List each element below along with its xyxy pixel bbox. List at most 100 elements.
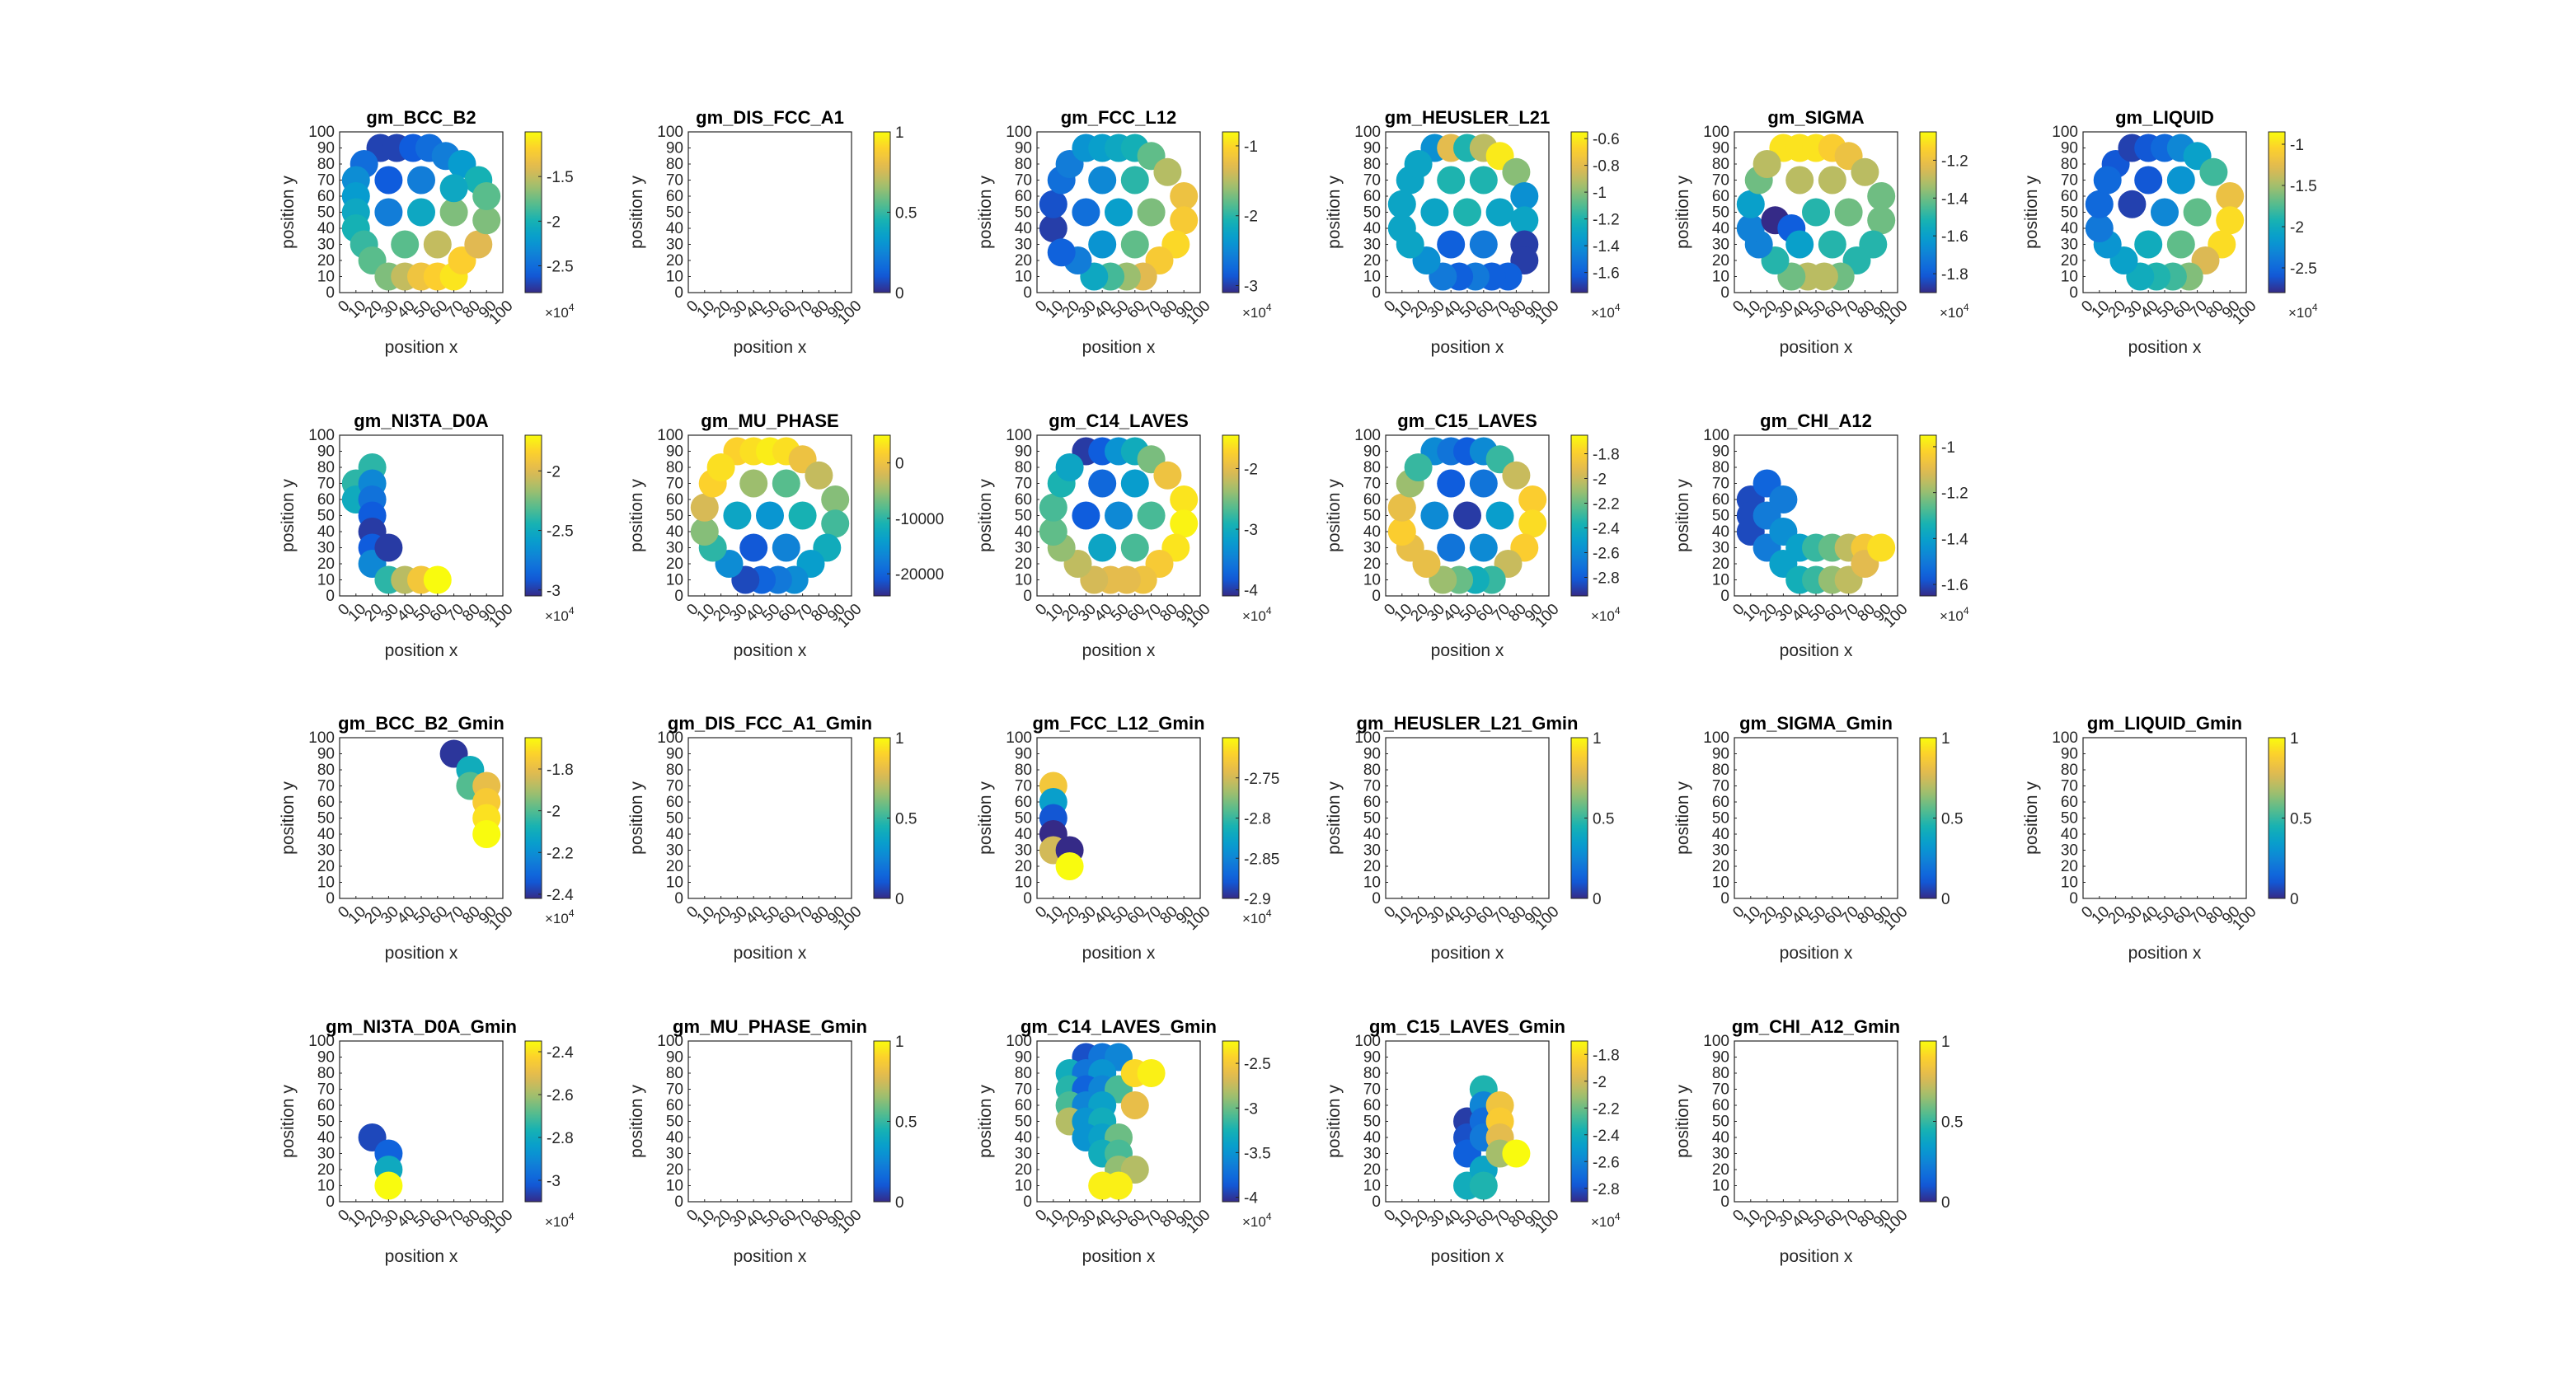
colorbar: 0 -10000 -20000 [873,434,944,597]
y-tick-label: 70 [1363,778,1381,795]
y-tick-label: 50 [1712,1114,1729,1131]
y-axis-label: position y [1325,781,1344,855]
y-tick-label: 70 [1363,1081,1381,1099]
y-tick-label: 100 [1354,124,1381,141]
scatter-point [472,820,501,848]
colorbar-tick-label: -2.6 [1593,1154,1620,1171]
y-tick-label: 60 [317,188,335,205]
y-tick-label: 70 [317,1081,335,1099]
colorbar-tick-label: 0.5 [2290,811,2311,828]
scatter-point [1469,469,1498,498]
y-tick-label: 100 [1703,427,1729,444]
x-axis-label: position x [1780,338,1853,357]
y-tick-label: 90 [317,746,335,763]
colorbar-tick-label: -1 [1244,138,1258,156]
y-tick-label: 60 [1712,188,1729,205]
scatter-point [1437,469,1466,498]
colorbar: 10.50 [1919,1034,1963,1212]
scatter-point [1387,190,1416,218]
colorbar: -1 -1.5 -2 -2.5 ×104 [2268,131,2318,321]
y-tick-label: 20 [317,252,335,270]
y-tick-label: 20 [2061,858,2078,875]
scatter-point [1485,501,1514,530]
scatter-point [1137,1059,1166,1087]
subplot-gm_LIQUID_Gmin: 0010102020303040405050606070708080909010… [2022,713,2311,963]
y-tick-label: 20 [666,252,683,270]
y-tick-label: 80 [666,1065,683,1082]
scatter-point [1088,230,1117,259]
colorbar-tick-label: -2.75 [1244,771,1279,788]
y-tick-label: 40 [1712,220,1729,237]
colorbar-tick-label: 0 [895,891,904,908]
y-tick-label: 10 [1712,269,1729,286]
y-axis-label: position y [1325,1085,1344,1158]
y-tick-label: 30 [317,540,335,557]
colorbar-tick-label: -3 [547,583,561,600]
subplot-gm_C15_LAVES: 0010102020303040405050606070708080909010… [1325,410,1621,660]
y-tick-label: 10 [666,269,683,286]
colorbar-tick-label: -1.5 [547,169,574,186]
scatter-points [341,453,452,594]
y-tick-label: 30 [2061,237,2078,254]
colorbar-tick-label: -2.85 [1244,851,1279,868]
y-axis-label: position y [279,176,298,249]
colorbar-tick-label: -1.8 [1941,266,1968,284]
y-tick-label: 70 [317,476,335,493]
colorbar-tick-label: -4 [1244,1190,1258,1208]
y-tick-label: 50 [1015,508,1032,525]
y-axis-label: position y [2022,176,2041,249]
scatter-point [1055,453,1084,481]
colorbar-tick-label: -2.8 [1244,811,1271,828]
colorbar-tick-label: -1.6 [1941,577,1968,594]
scatter-points [2085,134,2245,291]
y-tick-label: 80 [1712,762,1729,779]
scatter-point [1088,533,1117,562]
colorbar-tick-label: -1 [1941,439,1955,457]
y-tick-label: 30 [666,237,683,254]
colorbar-tick-label: -1 [2290,137,2304,154]
y-tick-label: 10 [1363,1178,1381,1195]
subplot-gm_C14_LAVES: 0010102020303040405050606070708080909010… [976,410,1272,660]
subplot-title: gm_NI3TA_D0A [354,410,489,431]
y-tick-label: 20 [1712,1161,1729,1179]
colorbar-tick-label: -1.8 [1593,1047,1620,1064]
scatter-point [1039,518,1067,546]
y-tick-label: 20 [1363,252,1381,270]
subplot-gm_MU_PHASE_Gmin: 0010102020303040405050606070708080909010… [627,1016,917,1266]
y-tick-label: 100 [308,1033,335,1050]
y-tick-label: 100 [1006,124,1032,141]
y-tick-label: 20 [2061,252,2078,270]
x-axis-label: position x [734,338,807,357]
y-tick-label: 20 [1015,556,1032,573]
y-tick-label: 90 [666,140,683,157]
colorbar: -2 -2.5 -3 ×104 [524,434,575,624]
y-tick-label: 60 [666,188,683,205]
colorbar-tick-label: -0.6 [1593,131,1620,148]
scatter-point [1736,214,1765,242]
y-tick-label: 40 [666,220,683,237]
plot-area [688,132,852,293]
scatter-point [772,533,800,562]
y-tick-label: 90 [666,443,683,461]
colorbar: 10.50 [2268,730,2311,908]
y-tick-label: 100 [1006,1033,1032,1050]
scatter-point [1502,1139,1531,1168]
subplot-title: gm_DIS_FCC_A1 [696,107,844,128]
x-axis-label: position x [2128,338,2202,357]
y-tick-label: 20 [1015,858,1032,875]
scatter-point [2216,206,2245,235]
scatter-point [1088,166,1117,195]
y-tick-label: 10 [2061,875,2078,892]
colorbar-tick-label: -2.5 [547,259,574,276]
colorbar-tick-label: -2.4 [1593,521,1620,538]
y-tick-label: 60 [317,794,335,811]
colorbar-tick-label: -1.2 [1941,152,1968,170]
scatter-points [1055,1043,1166,1200]
scatter-points [341,134,501,291]
colorbar-tick-label: -2 [2290,219,2304,237]
subplot-gm_C15_LAVES_Gmin: 0010102020303040405050606070708080909010… [1325,1016,1621,1266]
y-tick-label: 80 [1015,156,1032,173]
x-axis-label: position x [2128,944,2202,963]
y-tick-label: 20 [666,858,683,875]
scatter-point [2199,157,2228,186]
